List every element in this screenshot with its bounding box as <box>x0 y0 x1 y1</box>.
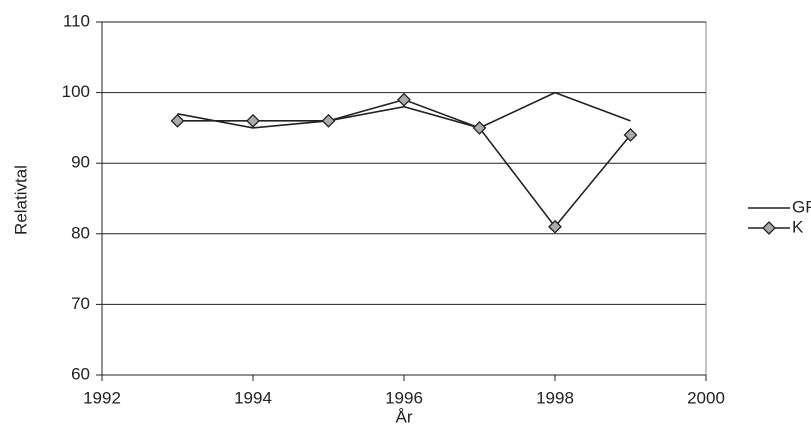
x-axis-label: År <box>396 407 413 426</box>
marker <box>623 128 638 142</box>
y-tick-label: 110 <box>63 11 90 30</box>
y-tick-label: 90 <box>71 153 90 172</box>
marker <box>472 120 487 135</box>
series-line <box>177 91 631 129</box>
marker <box>548 219 562 234</box>
y-tick-label: 60 <box>71 364 90 383</box>
marker <box>397 92 411 107</box>
y-tick-label: 70 <box>71 294 90 313</box>
marker <box>246 113 260 128</box>
legend-marker <box>762 221 776 235</box>
x-tick-label: 1996 <box>385 388 423 407</box>
legend-label: GP <box>792 197 811 216</box>
plot-area <box>101 21 707 376</box>
x-tick-label: 2000 <box>687 388 725 407</box>
x-tick-label: 1994 <box>234 388 272 407</box>
x-tick-label: 1992 <box>83 388 121 407</box>
marker <box>170 113 185 128</box>
x-tick-label: 1998 <box>536 388 574 407</box>
marker <box>321 113 336 128</box>
y-tick-label: 80 <box>71 223 90 242</box>
y-axis-label: Relativtal <box>11 165 30 235</box>
legend-label: K <box>792 217 804 236</box>
y-tick-label: 100 <box>62 82 90 101</box>
